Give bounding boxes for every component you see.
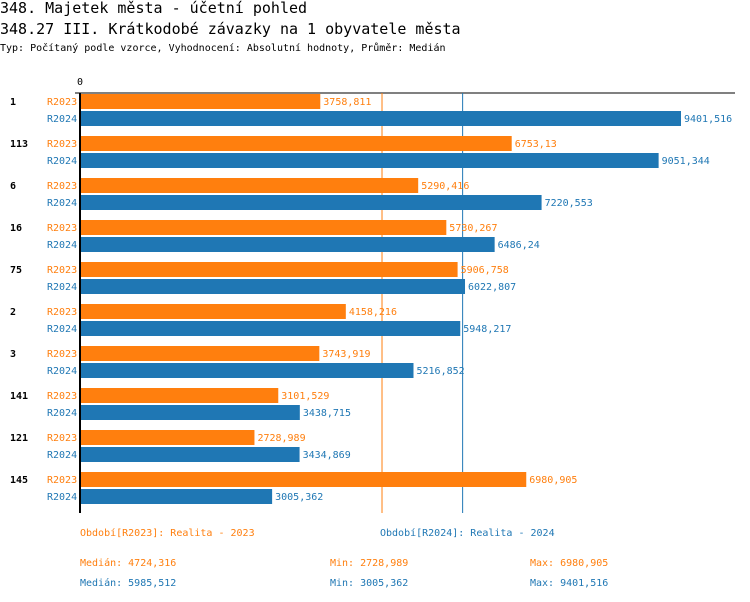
data-label: 6753,13 [515, 139, 557, 150]
bar-R2023 [80, 388, 279, 403]
bar-R2023 [80, 304, 346, 319]
category-label: 16 [10, 223, 22, 234]
series-label: R2024 [47, 408, 77, 419]
bar-R2024 [80, 153, 659, 168]
series-label: R2024 [47, 156, 77, 167]
data-label: 6980,905 [529, 475, 577, 486]
bar-R2024 [80, 489, 273, 504]
bar-R2023 [80, 262, 458, 277]
data-label: 3434,869 [303, 450, 351, 461]
bar-R2024 [80, 321, 461, 336]
series-label: R2023 [47, 181, 77, 192]
series-label: R2023 [47, 391, 77, 402]
bar-R2024 [80, 237, 495, 252]
series-label: R2024 [47, 114, 77, 125]
bar-R2024 [80, 363, 414, 378]
data-label: 3438,715 [303, 408, 351, 419]
series-label: R2024 [47, 324, 77, 335]
category-label: 75 [10, 265, 22, 276]
series-label: R2023 [47, 223, 77, 234]
series-label: R2024 [47, 450, 77, 461]
data-label: 2728,989 [257, 433, 305, 444]
series-label: R2023 [47, 265, 77, 276]
bar-R2023 [80, 430, 255, 445]
category-label: 6 [10, 181, 16, 192]
min-r2023: Min: 2728,989 [330, 558, 409, 569]
min-r2024: Min: 3005,362 [330, 578, 409, 589]
bar-R2023 [80, 220, 447, 235]
bar-R2023 [80, 472, 527, 487]
series-label: R2024 [47, 198, 77, 209]
data-label: 3101,529 [281, 391, 329, 402]
series-label: R2024 [47, 282, 77, 293]
data-label: 6022,807 [468, 282, 516, 293]
bar-R2023 [80, 94, 321, 109]
bar-R2024 [80, 111, 681, 126]
series-label: R2023 [47, 139, 77, 150]
legend-r2024: Období[R2024]: Realita - 2024 [380, 528, 555, 539]
data-label: 5290,416 [421, 181, 469, 192]
bar-R2024 [80, 405, 300, 420]
data-label: 9051,344 [662, 156, 710, 167]
data-label: 3005,362 [275, 492, 323, 503]
category-label: 3 [10, 349, 16, 360]
data-label: 5906,758 [461, 265, 509, 276]
series-label: R2024 [47, 492, 77, 503]
bar-R2024 [80, 279, 466, 294]
data-label: 5216,852 [416, 366, 464, 377]
data-label: 6486,24 [498, 240, 540, 251]
category-label: 1 [10, 97, 16, 108]
legend-r2023: Období[R2023]: Realita - 2023 [80, 528, 255, 539]
category-label: 141 [10, 391, 28, 402]
bar-R2023 [80, 178, 419, 193]
page-title: 348. Majetek města - účetní pohled [0, 0, 308, 17]
bar-R2023 [80, 346, 320, 361]
data-label: 5948,217 [463, 324, 511, 335]
series-label: R2023 [47, 307, 77, 318]
chart-description: Typ: Počítaný podle vzorce, Vyhodnocení:… [0, 43, 446, 54]
data-label: 3758,811 [323, 97, 371, 108]
series-label: R2023 [47, 97, 77, 108]
data-label: 4158,216 [349, 307, 397, 318]
category-label: 2 [10, 307, 16, 318]
data-label: 9401,516 [684, 114, 732, 125]
bar-R2024 [80, 195, 542, 210]
max-r2024: Max: 9401,516 [530, 578, 609, 589]
median-r2024: Medián: 5985,512 [80, 578, 177, 589]
max-r2023: Max: 6980,905 [530, 558, 609, 569]
median-r2023: Medián: 4724,316 [80, 558, 177, 569]
data-label: 7220,553 [545, 198, 593, 209]
series-label: R2023 [47, 349, 77, 360]
category-label: 121 [10, 433, 28, 444]
category-label: 113 [10, 139, 28, 150]
category-label: 145 [10, 475, 28, 486]
bar-R2024 [80, 447, 300, 462]
x-tick-label: 0 [77, 77, 83, 88]
chart-title: 348.27 III. Krátkodobé závazky na 1 obyv… [0, 20, 461, 38]
series-label: R2024 [47, 240, 77, 251]
series-label: R2024 [47, 366, 77, 377]
data-label: 5730,267 [449, 223, 497, 234]
series-label: R2023 [47, 433, 77, 444]
series-label: R2023 [47, 475, 77, 486]
data-label: 3743,919 [322, 349, 370, 360]
bar-R2023 [80, 136, 512, 151]
